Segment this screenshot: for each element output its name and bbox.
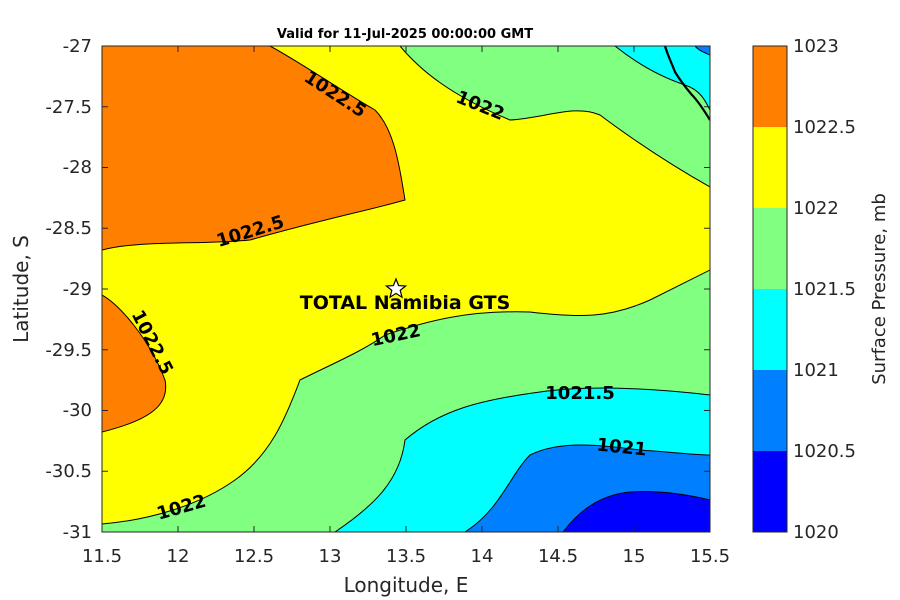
x-tick-label: 11.5 bbox=[82, 546, 122, 567]
y-tick-label: -29 bbox=[63, 279, 92, 300]
contour-label: 1021 bbox=[596, 434, 648, 460]
y-axis-label: Latitude, S bbox=[9, 235, 33, 343]
colorbar-tick-label: 1021.5 bbox=[793, 279, 856, 300]
colorbar-tick-label: 1020 bbox=[793, 522, 839, 543]
y-tick-label: -27 bbox=[63, 36, 92, 57]
colorbar-swatch bbox=[753, 370, 787, 451]
region-1020.5-northeast bbox=[694, 46, 710, 56]
y-tick-label: -30.5 bbox=[45, 461, 92, 482]
region-1021.5-northeast bbox=[399, 46, 710, 188]
plot-area bbox=[102, 46, 710, 532]
colorbar bbox=[753, 46, 787, 532]
colorbar-swatch bbox=[753, 289, 787, 370]
x-tick-label: 13.5 bbox=[386, 546, 426, 567]
x-tick-label: 12 bbox=[167, 546, 190, 567]
y-tick-label: -28 bbox=[63, 157, 92, 178]
x-axis-label: Longitude, E bbox=[344, 573, 469, 597]
contour-label: 1021.5 bbox=[545, 383, 614, 404]
colorbar-swatch bbox=[753, 46, 787, 127]
y-tick-label: -28.5 bbox=[45, 218, 92, 239]
x-tick-label: 14.5 bbox=[538, 546, 578, 567]
y-tick-label: -27.5 bbox=[45, 97, 92, 118]
colorbar-swatch bbox=[753, 451, 787, 532]
x-tick-label: 14 bbox=[471, 546, 494, 567]
y-tick-label: -30 bbox=[63, 400, 92, 421]
region-1022.5-west bbox=[102, 294, 167, 433]
colorbar-label: Surface Pressure, mb bbox=[869, 193, 890, 385]
y-tick-labels: -27 -27.5 -28 -28.5 -29 -29.5 -30 -30.5 … bbox=[45, 36, 92, 543]
colorbar-tick-label: 1021 bbox=[793, 360, 839, 381]
colorbar-swatch bbox=[753, 127, 787, 208]
x-tick-label: 15 bbox=[623, 546, 646, 567]
colorbar-swatch bbox=[753, 208, 787, 289]
x-tick-label: 13 bbox=[319, 546, 342, 567]
colorbar-tick-label: 1022.5 bbox=[793, 117, 856, 138]
region-1022.5-northwest bbox=[102, 46, 406, 251]
colorbar-tick-label: 1022 bbox=[793, 198, 839, 219]
y-tick-label: -31 bbox=[63, 522, 92, 543]
x-tick-label: 15.5 bbox=[690, 546, 730, 567]
colorbar-tick-label: 1023 bbox=[793, 36, 839, 57]
region-1020-south bbox=[562, 491, 710, 532]
x-tick-labels: 11.5 12 12.5 13 13.5 14 14.5 15 15.5 bbox=[82, 546, 730, 567]
site-label: TOTAL Namibia GTS bbox=[300, 292, 511, 314]
colorbar-frame bbox=[752, 45, 788, 533]
colorbar-tick-labels: 1023 1022.5 1022 1021.5 1021 1020.5 1020 bbox=[793, 36, 856, 543]
colorbar-tick-label: 1020.5 bbox=[793, 441, 856, 462]
chart-title: Valid for 11-Jul-2025 00:00:00 GMT bbox=[277, 27, 533, 42]
coastline bbox=[663, 46, 710, 121]
x-tick-label: 12.5 bbox=[234, 546, 274, 567]
y-tick-label: -29.5 bbox=[45, 340, 92, 361]
site-star-icon bbox=[384, 277, 408, 299]
